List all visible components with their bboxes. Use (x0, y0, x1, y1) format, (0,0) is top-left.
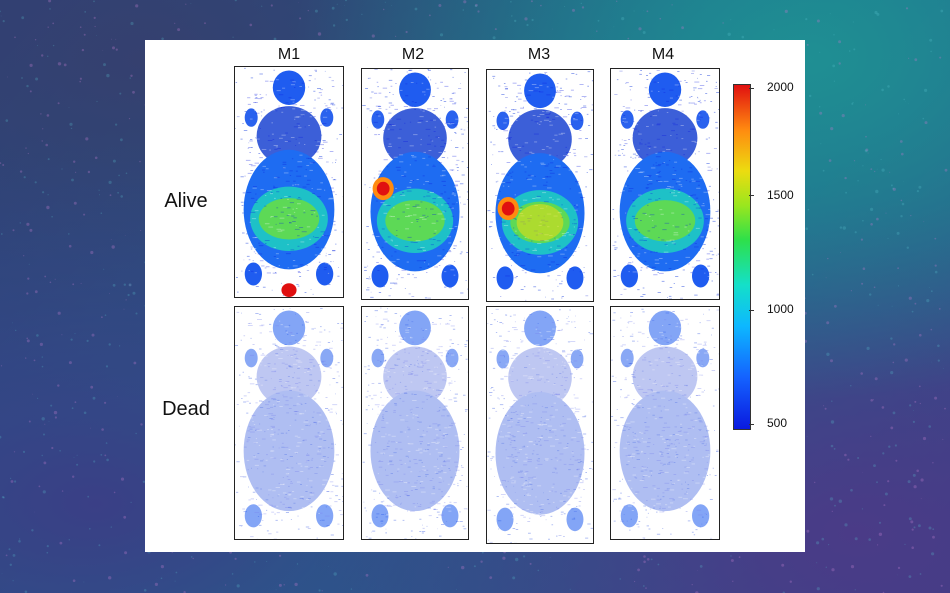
row-label-alive: Alive (164, 190, 208, 212)
colorbar-tick-500: 500 (767, 416, 788, 430)
colorbar-tick-1500: 1500 (767, 188, 794, 202)
heatmap-image (612, 70, 719, 299)
imaging-figure: M1 M2 M3 M4 Alive Dead 2000 1500 1000 50… (145, 40, 805, 552)
column-label-m3: M3 (527, 46, 551, 63)
colorbar-tick-1000: 1000 (767, 302, 794, 316)
column-label-m1: M1 (277, 46, 301, 63)
heatmap-image (487, 308, 593, 543)
heatmap-image (611, 308, 719, 539)
colorbar-tickmark (749, 195, 754, 196)
panel-m1-dead (234, 306, 344, 540)
panel-m3-alive (486, 69, 594, 302)
heatmap-image (362, 307, 468, 539)
colorbar (733, 84, 751, 430)
heatmap-image (362, 69, 468, 299)
panel-m1-alive (234, 66, 344, 298)
heatmap-image (235, 67, 343, 297)
panel-m3-dead (486, 306, 594, 544)
colorbar-tickmark (749, 88, 754, 89)
row-label-dead: Dead (162, 398, 210, 420)
panel-m2-alive (361, 68, 469, 300)
colorbar-tickmark (749, 424, 754, 425)
colorbar-tick-2000: 2000 (767, 80, 794, 94)
panel-m2-dead (361, 306, 469, 540)
colorbar-tickmark (749, 310, 754, 311)
heatmap-image (235, 308, 343, 539)
column-label-m4: M4 (651, 46, 675, 63)
heatmap-image (487, 71, 593, 301)
column-label-m2: M2 (401, 46, 425, 63)
panel-m4-alive (610, 68, 720, 300)
panel-m4-dead (610, 306, 720, 540)
